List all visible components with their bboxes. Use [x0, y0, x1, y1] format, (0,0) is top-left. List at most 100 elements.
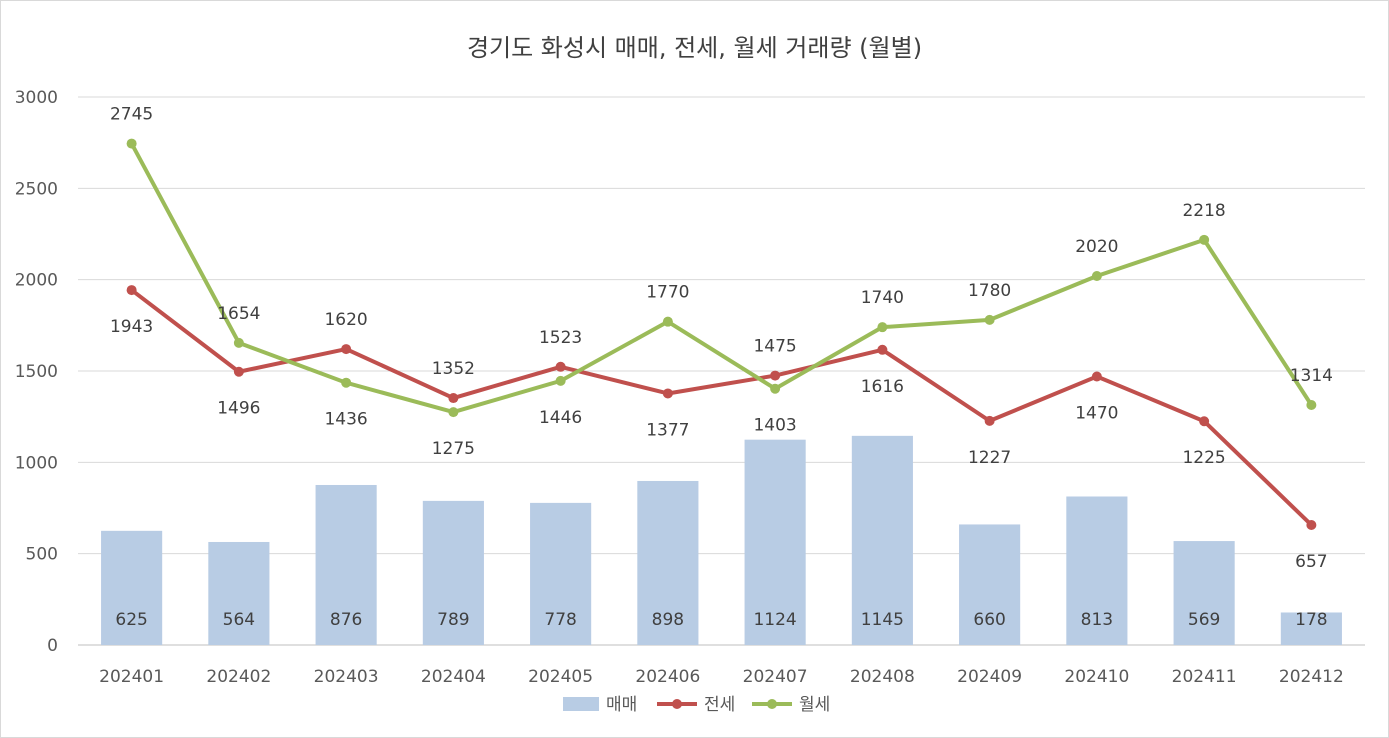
legend-swatch-maemae [563, 697, 599, 711]
wolse-data-label: 1403 [753, 416, 796, 436]
legend-label-wolse: 월세 [799, 695, 830, 715]
point-wolse [126, 138, 137, 149]
point-jeonse [126, 285, 137, 296]
point-jeonse [1306, 519, 1317, 530]
x-tick-label: 202407 [743, 667, 808, 687]
wolse-data-label: 2020 [1075, 237, 1118, 257]
jeonse-data-label: 1620 [324, 310, 367, 330]
y-tick-label: 3000 [15, 88, 58, 108]
bar-maemae [744, 439, 806, 645]
wolse-data-label: 1654 [217, 304, 260, 324]
bar-maemae [530, 502, 592, 645]
series-line-wolse [129, 142, 1314, 415]
bar-data-label: 898 [652, 610, 684, 630]
y-tick-label: 0 [47, 636, 58, 656]
x-tick-label: 202403 [314, 667, 379, 687]
x-tick-label: 202404 [421, 667, 486, 687]
point-wolse [1091, 271, 1102, 282]
point-jeonse [233, 366, 244, 377]
wolse-data-label: 1436 [324, 410, 367, 430]
point-wolse [984, 314, 995, 325]
x-tick-label: 202406 [635, 667, 700, 687]
point-jeonse [555, 361, 566, 372]
point-jeonse [662, 388, 673, 399]
bar-maemae [1280, 612, 1342, 645]
x-tick-label: 202408 [850, 667, 915, 687]
bar-data-label: 178 [1295, 610, 1327, 630]
jeonse-data-label: 1943 [110, 317, 153, 337]
bar-maemae [315, 484, 377, 645]
bar-data-label: 813 [1081, 610, 1113, 630]
jeonse-data-label: 1523 [539, 328, 582, 348]
point-wolse [555, 375, 566, 386]
bar-data-label: 564 [223, 610, 255, 630]
wolse-data-label: 1740 [861, 288, 904, 308]
bar-data-label: 1124 [753, 610, 796, 630]
point-wolse [770, 383, 781, 394]
point-wolse [877, 322, 888, 333]
legend-label-jeonse: 전세 [704, 695, 735, 715]
legend-marker-wolse [767, 699, 777, 709]
y-tick-label: 1500 [15, 362, 58, 382]
point-jeonse [448, 393, 459, 404]
bar-maemae [637, 480, 699, 645]
bar-data-label: 660 [973, 610, 1005, 630]
bar-maemae [422, 500, 484, 645]
x-tick-label: 202411 [1172, 667, 1237, 687]
y-tick-label: 500 [26, 545, 58, 565]
legend-marker-jeonse [672, 699, 682, 709]
point-jeonse [1091, 371, 1102, 382]
chart-title: 경기도 화성시 매매, 전세, 월세 거래량 (월별) [466, 34, 923, 62]
wolse-data-label: 1770 [646, 283, 689, 303]
y-tick-label: 1000 [15, 453, 58, 473]
wolse-data-label: 1275 [432, 439, 475, 459]
x-tick-label: 202405 [528, 667, 593, 687]
jeonse-data-label: 1475 [753, 337, 796, 357]
x-tick-label: 202409 [957, 667, 1022, 687]
wolse-data-label: 2745 [110, 105, 153, 125]
legend-label-maemae: 매매 [606, 695, 637, 715]
y-tick-label: 2000 [15, 271, 58, 291]
point-wolse [1306, 399, 1317, 410]
point-jeonse [1199, 416, 1210, 427]
bar-maemae [101, 530, 163, 645]
bar-maemae [851, 435, 913, 645]
jeonse-data-label: 657 [1295, 552, 1327, 572]
x-tick-label: 202412 [1279, 667, 1344, 687]
bar-data-label: 569 [1188, 610, 1220, 630]
wolse-data-label: 1314 [1290, 366, 1333, 386]
bar-data-label: 625 [115, 610, 147, 630]
jeonse-data-label: 1470 [1075, 403, 1118, 423]
x-tick-label: 202401 [99, 667, 164, 687]
jeonse-data-label: 1225 [1182, 448, 1225, 468]
x-tick-label: 202410 [1064, 667, 1129, 687]
point-jeonse [984, 415, 995, 426]
point-wolse [448, 407, 459, 418]
bar-maemae [1173, 541, 1235, 645]
bar-maemae [1066, 496, 1128, 645]
point-jeonse [770, 370, 781, 381]
point-wolse [233, 337, 244, 348]
bar-maemae [208, 541, 270, 645]
point-wolse [341, 377, 352, 388]
point-wolse [662, 316, 673, 327]
jeonse-data-label: 1227 [968, 448, 1011, 468]
x-tick-label: 202402 [206, 667, 271, 687]
jeonse-data-label: 1616 [861, 377, 904, 397]
wolse-data-label: 2218 [1182, 201, 1225, 221]
wolse-data-label: 1780 [968, 281, 1011, 301]
point-wolse [1199, 234, 1210, 245]
y-tick-label: 2500 [15, 179, 58, 199]
jeonse-data-label: 1377 [646, 420, 689, 440]
bar-data-label: 876 [330, 610, 362, 630]
wolse-data-label: 1446 [539, 408, 582, 428]
bar-maemae [959, 524, 1021, 645]
point-jeonse [877, 344, 888, 355]
series-line-jeonse [130, 288, 1313, 527]
jeonse-data-label: 1496 [217, 399, 260, 419]
bar-data-label: 1145 [861, 610, 904, 630]
bar-data-label: 789 [437, 610, 469, 630]
jeonse-data-label: 1352 [432, 359, 475, 379]
point-jeonse [341, 344, 352, 355]
